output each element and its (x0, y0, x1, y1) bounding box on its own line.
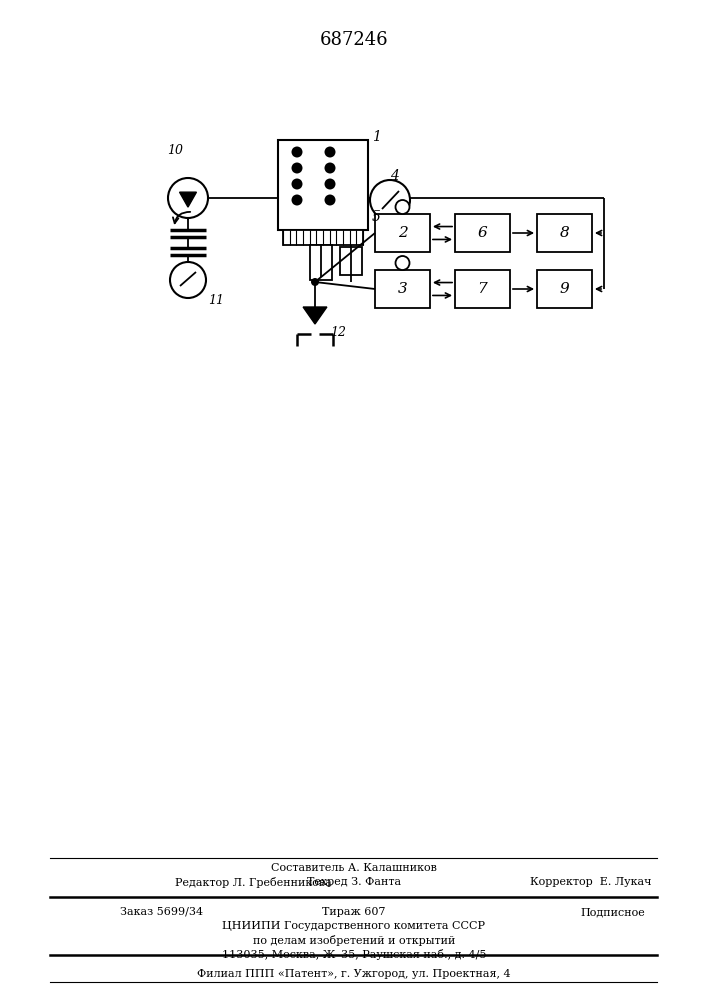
Bar (310, 245, 332, 280)
Text: 6: 6 (478, 226, 487, 240)
Text: Редактор Л. Гребенникова: Редактор Л. Гребенникова (175, 876, 332, 888)
Circle shape (291, 178, 303, 190)
Text: Филиал ППП «Патент», г. Ужгород, ул. Проектная, 4: Филиал ППП «Патент», г. Ужгород, ул. Про… (197, 969, 511, 979)
Circle shape (325, 178, 336, 190)
Bar (283, 230, 363, 245)
Text: 113035, Москва, Ж–35, Раушская наб., д. 4/5: 113035, Москва, Ж–35, Раушская наб., д. … (222, 948, 486, 960)
Circle shape (395, 256, 409, 270)
Text: 8: 8 (560, 226, 569, 240)
Text: 687246: 687246 (320, 31, 388, 49)
Bar (455, 270, 510, 308)
Circle shape (311, 278, 319, 286)
Bar (340, 247, 362, 275)
Bar (455, 214, 510, 252)
Text: Техред З. Фанта: Техред З. Фанта (307, 877, 401, 887)
Circle shape (291, 162, 303, 174)
Text: 5: 5 (372, 210, 381, 224)
Bar (375, 270, 430, 308)
Text: ЦНИИПИ Государственного комитета СССР: ЦНИИПИ Государственного комитета СССР (223, 921, 486, 931)
Text: Тираж 607: Тираж 607 (322, 907, 386, 917)
Text: 4: 4 (390, 169, 399, 183)
Text: 7: 7 (478, 282, 487, 296)
Text: 3: 3 (397, 282, 407, 296)
Circle shape (325, 194, 336, 206)
Text: Подписное: Подписное (580, 907, 645, 917)
Text: Заказ 5699/34: Заказ 5699/34 (120, 907, 203, 917)
Circle shape (291, 146, 303, 157)
Bar (278, 140, 368, 230)
Text: 1: 1 (372, 130, 381, 144)
Circle shape (170, 262, 206, 298)
Circle shape (395, 200, 409, 214)
Circle shape (168, 178, 208, 218)
Text: 2: 2 (397, 226, 407, 240)
Circle shape (291, 194, 303, 206)
Circle shape (370, 180, 410, 220)
Bar (537, 270, 592, 308)
Polygon shape (303, 307, 327, 324)
Text: 11: 11 (208, 294, 224, 306)
Text: Корректор  Е. Лукач: Корректор Е. Лукач (530, 877, 651, 887)
Text: 9: 9 (560, 282, 569, 296)
Text: 10: 10 (167, 143, 183, 156)
Bar (537, 214, 592, 252)
Circle shape (325, 146, 336, 157)
Circle shape (325, 162, 336, 174)
Bar (375, 214, 430, 252)
Text: Составитель А. Калашников: Составитель А. Калашников (271, 863, 437, 873)
Polygon shape (180, 192, 197, 207)
Text: 12: 12 (330, 326, 346, 338)
Text: по делам изобретений и открытий: по делам изобретений и открытий (253, 934, 455, 946)
